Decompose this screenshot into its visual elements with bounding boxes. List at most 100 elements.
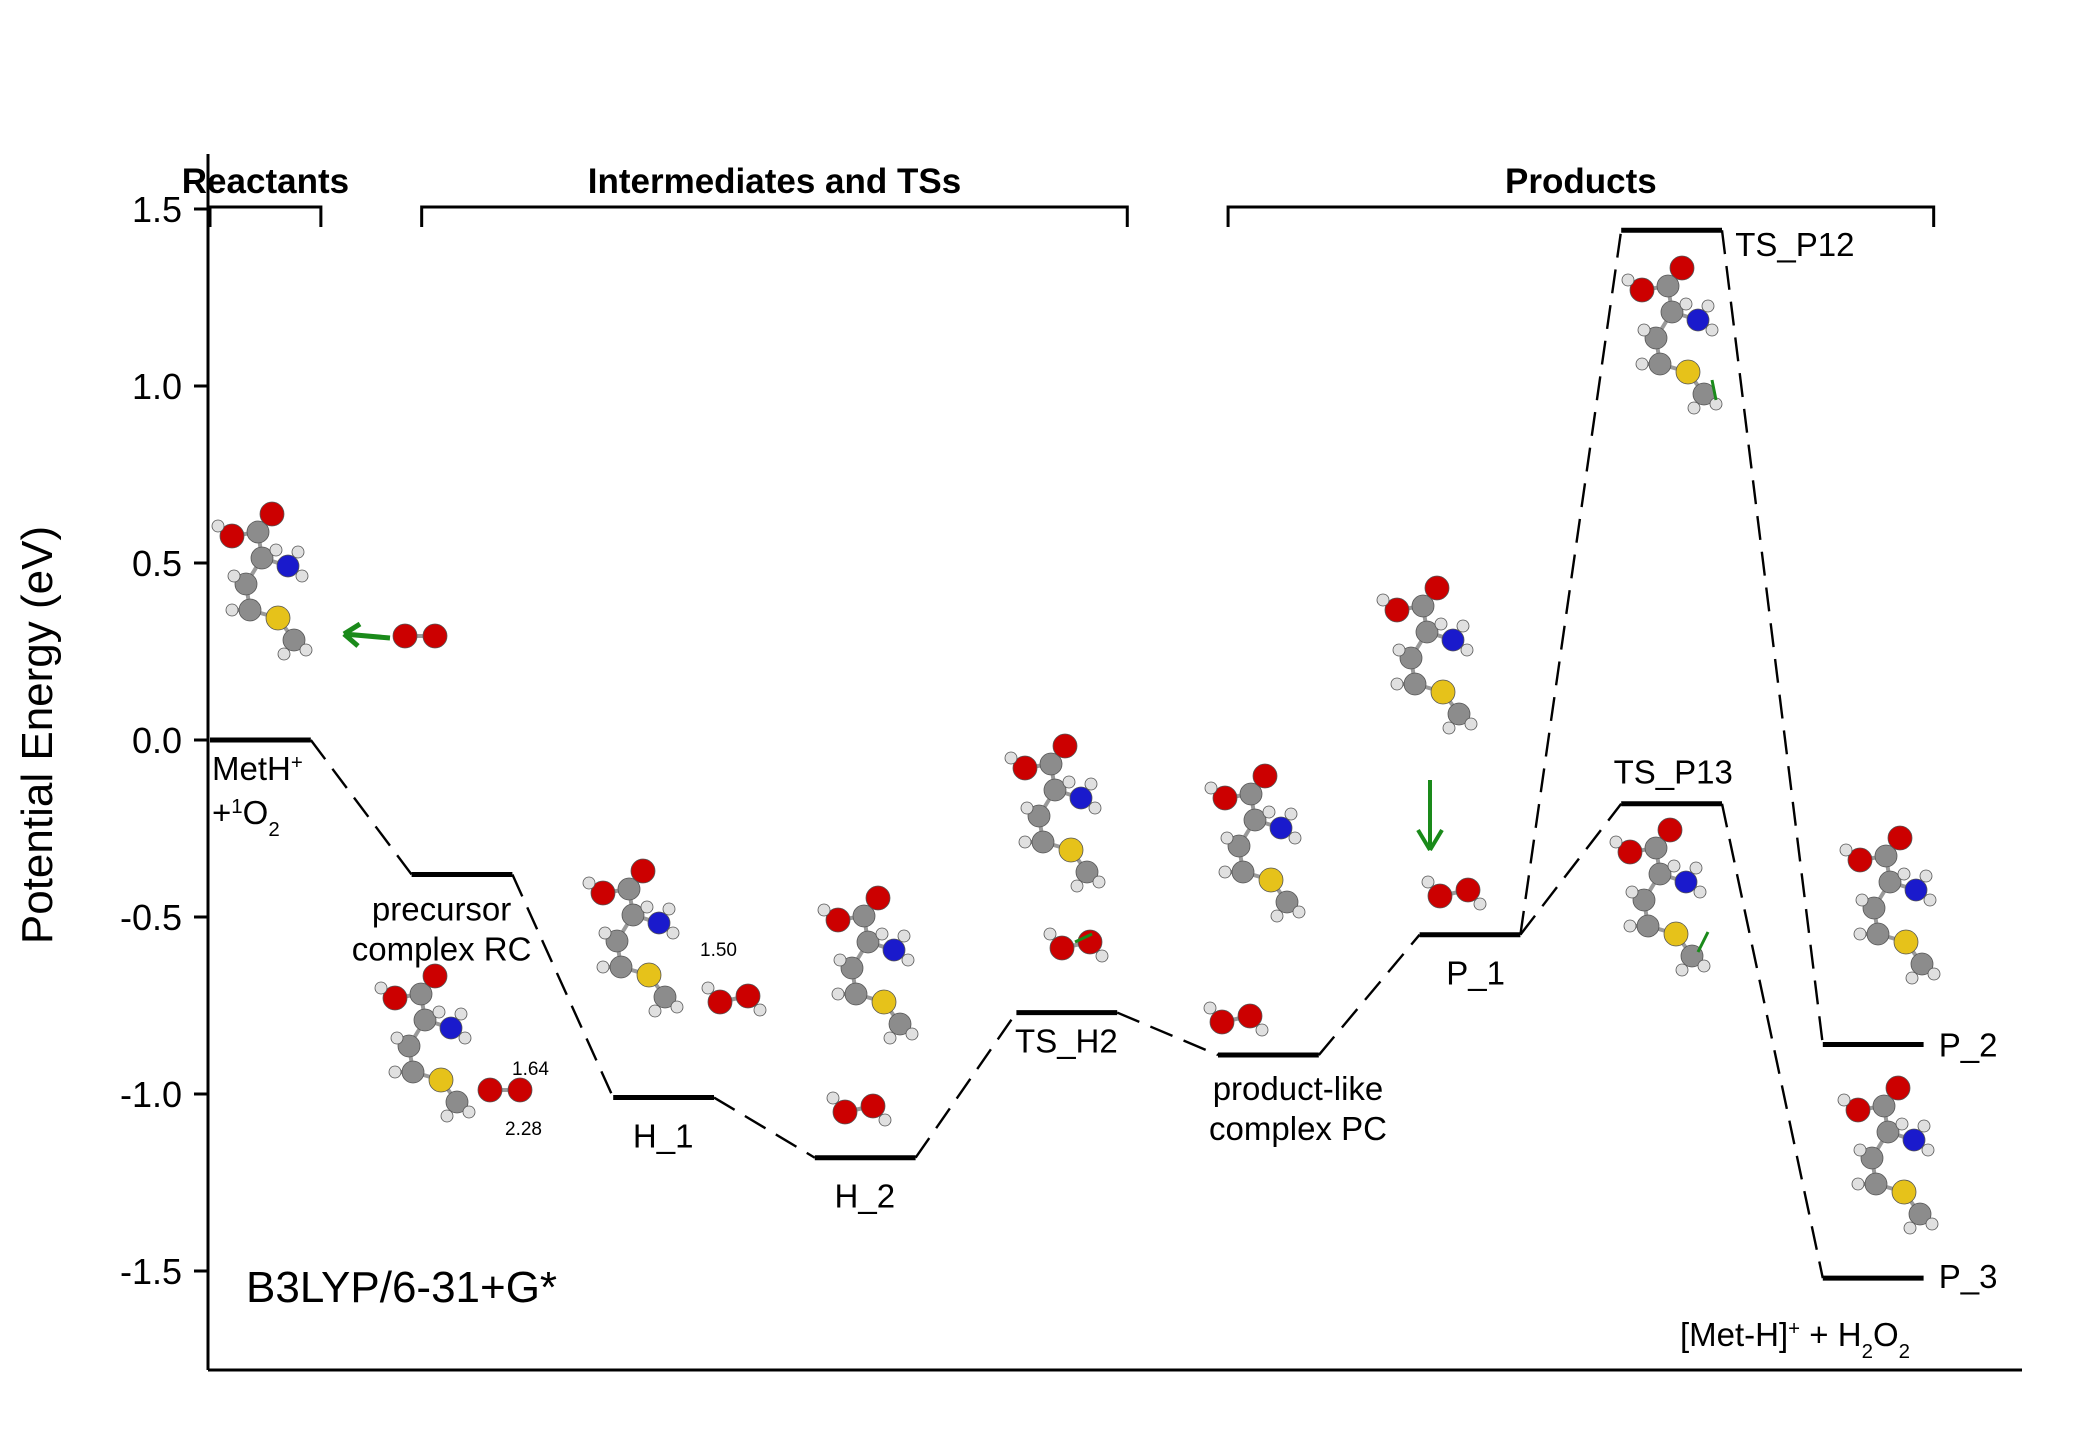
atom-h	[1621, 273, 1635, 287]
atom-h	[1837, 1093, 1851, 1107]
atom-h	[299, 643, 313, 657]
atom-c	[234, 572, 258, 596]
level-label-p_1: P_1	[1446, 955, 1505, 992]
atom-s	[1675, 359, 1701, 385]
atom-h	[1905, 971, 1919, 985]
atom-h	[1921, 1143, 1935, 1157]
method-label: B3LYP/6-31+G*	[246, 1263, 557, 1312]
atom-c	[617, 877, 641, 901]
atom-o	[507, 1077, 533, 1103]
y-tick-label: -1.0	[120, 1074, 182, 1115]
atom-h	[1020, 801, 1034, 815]
molecule-o2	[392, 623, 448, 649]
atom-h	[1262, 805, 1276, 819]
atom-c	[856, 930, 880, 954]
atom-h	[211, 519, 225, 533]
atom-c	[1648, 352, 1672, 376]
atom-c	[1227, 834, 1251, 858]
atom-s	[636, 962, 662, 988]
atom-o	[1887, 825, 1913, 851]
section-bracket	[1226, 205, 1936, 227]
atom-c	[605, 929, 629, 953]
atom-n	[647, 911, 671, 935]
connector-line	[1317, 933, 1421, 1056]
atom-o	[735, 983, 761, 1009]
molecule-h1	[582, 858, 684, 1018]
atom-o	[382, 985, 408, 1011]
atom-h	[1853, 1143, 1867, 1157]
atom-c	[1447, 702, 1471, 726]
atom-h	[1464, 717, 1478, 731]
section-label: Products	[1505, 162, 1657, 201]
connector-line	[713, 1096, 816, 1159]
level-label-ts_p12: TS_P12	[1735, 226, 1854, 263]
atom-h	[1667, 859, 1681, 873]
atom-c	[409, 982, 433, 1006]
atom-h	[1218, 865, 1232, 879]
y-tick-label: 1.5	[132, 189, 182, 230]
atom-h	[1897, 867, 1911, 881]
level-label-r-line1: MetH+	[212, 750, 303, 787]
atom-h	[596, 960, 610, 974]
section-bracket	[420, 205, 1129, 227]
level-label-ts_h2: TS_H2	[1015, 1023, 1118, 1060]
distance-label: 2.28	[505, 1119, 542, 1140]
atom-h	[1895, 1117, 1909, 1131]
atom-o	[477, 1077, 503, 1103]
atom-o	[1424, 575, 1450, 601]
atom-o	[1657, 817, 1683, 843]
level-label-r-line2: +1O2	[212, 794, 280, 841]
atom-n	[1069, 786, 1093, 810]
atom-h	[1092, 875, 1106, 889]
atom-s	[1058, 837, 1084, 863]
atom-o	[1252, 763, 1278, 789]
atom-h	[1390, 677, 1404, 691]
connector-lines	[309, 230, 1824, 1279]
atom-h	[1062, 775, 1076, 789]
y-tick-label: 0.0	[132, 720, 182, 761]
molecule-pc-h2o2	[1203, 1001, 1269, 1037]
distance-label: 1.50	[700, 940, 737, 961]
atom-h	[1609, 835, 1623, 849]
connector-line	[1519, 230, 1623, 935]
atom-c	[852, 904, 876, 928]
molecule-structures: 1.50 1.64 2.28	[211, 255, 1941, 1235]
atom-c	[1031, 830, 1055, 854]
atom-c	[1243, 808, 1267, 832]
axes: 1.5 1.0 0.5 0.0 -0.5 -1.0 -1.5 Potential Energy…	[13, 154, 2022, 1372]
atom-h	[831, 987, 845, 1001]
atom-h	[1855, 893, 1869, 907]
molecule-h2	[817, 885, 919, 1045]
atom-h	[462, 1105, 476, 1119]
atom-h	[1705, 323, 1719, 337]
atom-c	[1632, 888, 1656, 912]
atom-h	[1204, 781, 1218, 795]
atom-c	[1644, 836, 1668, 860]
connector-line	[914, 1011, 1018, 1159]
atom-c	[1860, 1146, 1884, 1170]
atom-h	[1084, 777, 1098, 791]
molecule-rc-o2	[477, 1077, 533, 1103]
atom-h	[291, 545, 305, 559]
atom-h	[701, 981, 715, 995]
atom-h	[1004, 751, 1018, 765]
atom-c	[1656, 274, 1680, 298]
arrow-group	[342, 379, 1718, 953]
atom-c	[1864, 1172, 1888, 1196]
atom-c	[1411, 594, 1435, 618]
atom-h	[1687, 401, 1701, 415]
atom-h	[1923, 893, 1937, 907]
level-label-pc-line1: product-like	[1213, 1070, 1384, 1107]
atom-h	[1220, 831, 1234, 845]
atom-c	[888, 1012, 912, 1036]
atom-n	[1904, 878, 1928, 902]
molecule-pc	[1204, 763, 1306, 923]
atom-h	[374, 981, 388, 995]
atom-h	[1088, 801, 1102, 815]
atom-s	[1258, 867, 1284, 893]
atom-h	[227, 569, 241, 583]
energy-levels	[210, 227, 1924, 1281]
connector-line	[1720, 803, 1824, 1279]
atom-n	[1269, 816, 1293, 840]
atom-c	[1866, 922, 1890, 946]
